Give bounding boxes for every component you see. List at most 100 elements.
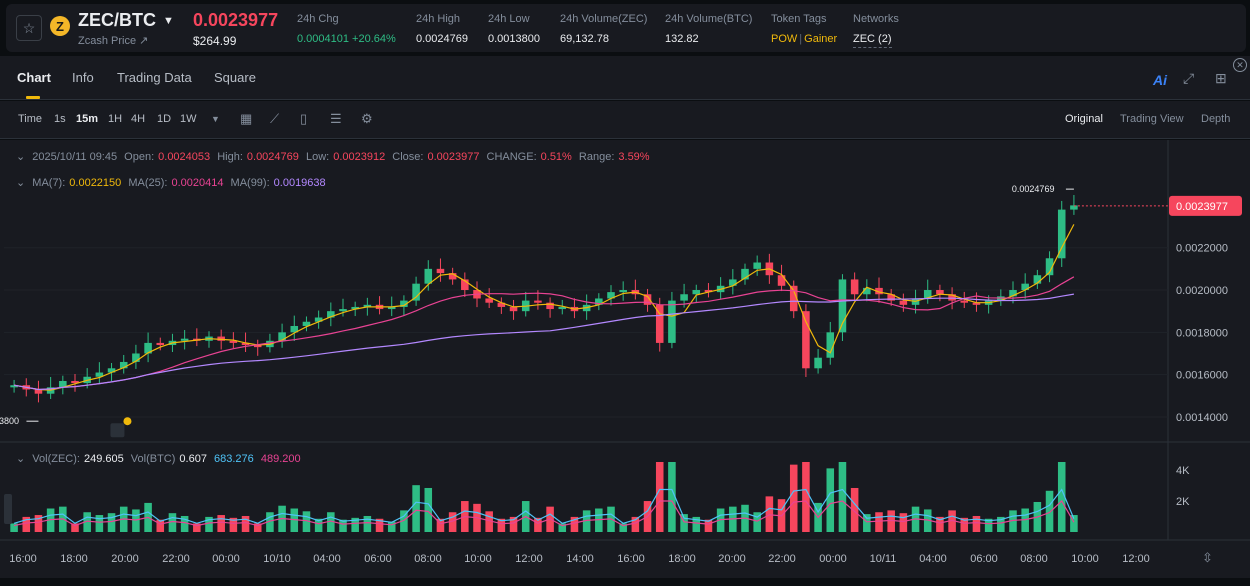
close-icon[interactable]: ✕ <box>1233 58 1247 72</box>
tag-gainer[interactable]: Gainer <box>804 33 838 45</box>
volume-bar <box>1070 515 1078 532</box>
x-tick-label: 08:00 <box>414 553 442 565</box>
candlestick-chart[interactable]: 0.0022000 0.0020000 0.0018000 0.0016000 0.00… <box>0 140 1250 578</box>
chart-area[interactable]: 0.0022000 0.0020000 0.0018000 0.0016000 0.00… <box>0 140 1250 578</box>
candle-body <box>351 306 359 310</box>
candle-body <box>972 302 981 305</box>
ma7-line <box>13 224 1075 391</box>
candle-body <box>887 294 895 301</box>
x-tick-label: 22:00 <box>768 553 796 565</box>
collapse-icon[interactable]: ⌄ <box>16 151 26 163</box>
volume-bar <box>95 515 104 532</box>
pair-symbol[interactable]: ZEC/BTC <box>78 10 156 30</box>
timeframe-time[interactable]: Time <box>18 113 43 125</box>
timeframe-1d[interactable]: 1D <box>157 113 172 125</box>
volume-bar <box>789 464 798 532</box>
star-icon[interactable]: ☆ <box>16 15 42 41</box>
volume-bar <box>1021 508 1029 532</box>
volume-bar <box>302 511 311 532</box>
x-tick-label: 16:00 <box>9 553 37 565</box>
candle-body <box>180 338 189 341</box>
calendar-icon[interactable]: ▦ <box>240 111 253 126</box>
y-tick-label: 0.0018000 <box>1176 327 1228 339</box>
indicator-chart-icon[interactable]: ⟋ <box>270 111 280 126</box>
collapse-icon[interactable]: ⌄ <box>16 453 26 465</box>
candle-body <box>1057 209 1066 259</box>
candle-body <box>729 279 737 286</box>
candle-body <box>680 294 688 301</box>
candle-body <box>875 287 883 295</box>
volume-bar <box>400 510 408 532</box>
volume-bar <box>387 521 396 532</box>
settings-list-icon[interactable]: ☰ <box>330 111 342 126</box>
volume-bar <box>582 510 591 532</box>
ticker-header: ☆ Z ZEC/BTC ▼ Zcash Price ↗ 0.0023977 $2… <box>6 4 1246 52</box>
candle-body <box>655 304 664 343</box>
volume-legend: ⌄ Vol(ZEC): 249.605 Vol(BTC) 0.607 683.276… <box>16 453 301 465</box>
candle-body <box>509 306 518 312</box>
candle-body <box>400 300 408 307</box>
candle-body <box>814 357 822 369</box>
candle-body <box>461 279 469 291</box>
candle-body <box>229 340 238 343</box>
x-tick-label: 12:00 <box>515 553 543 565</box>
volume-bar <box>132 509 140 532</box>
candle-body <box>156 342 165 346</box>
volume-bar <box>375 518 384 532</box>
chart-toolbar: Time 1s 15m 1H 4H 1D 1W ▼ ▦ ⟋ ▯ ☰ ⚙ Orig… <box>0 101 1250 139</box>
low-marker-label: 0.0013800 <box>0 416 19 426</box>
volume-bar <box>448 512 457 532</box>
timeframe-dropdown-icon[interactable]: ▼ <box>211 114 220 124</box>
volume-bar <box>290 508 299 532</box>
candle-body <box>668 300 676 343</box>
high-marker-label: 0.0024769 <box>1012 184 1055 194</box>
volume-bar <box>1057 462 1066 532</box>
expand-icon[interactable]: ⤢ <box>1183 70 1195 86</box>
coin-price-link[interactable]: Zcash Price ↗ <box>78 35 149 47</box>
tab-chart[interactable]: Chart <box>17 70 51 85</box>
x-tick-label: 10:00 <box>1071 553 1099 565</box>
candle-body <box>1009 290 1017 297</box>
view-original[interactable]: Original <box>1065 113 1103 125</box>
volume-bar <box>850 487 859 532</box>
volume-bar <box>34 515 43 532</box>
candle-body <box>595 298 603 305</box>
x-tick-label: 00:00 <box>212 553 240 565</box>
gear-icon[interactable]: ⚙ <box>361 111 373 126</box>
candle-body <box>1033 275 1042 284</box>
timeframe-4h[interactable]: 4H <box>131 113 146 125</box>
view-depth[interactable]: Depth <box>1201 113 1231 125</box>
timeframe-1w[interactable]: 1W <box>180 113 197 125</box>
volume-bar <box>923 509 932 532</box>
x-tick-label: 04:00 <box>919 553 947 565</box>
tab-info[interactable]: Info <box>72 70 94 85</box>
volume-bar <box>241 515 250 532</box>
tab-square[interactable]: Square <box>214 70 256 85</box>
x-tick-label: 10/11 <box>870 553 897 565</box>
timeframe-1h[interactable]: 1H <box>108 113 123 125</box>
networks[interactable]: Networks ZEC (2) <box>853 13 899 48</box>
candle-body <box>607 292 615 299</box>
collapse-icon[interactable]: ⌄ <box>16 177 26 189</box>
volume-bar <box>266 512 274 532</box>
volume-bar <box>22 516 31 532</box>
layout-grid-icon[interactable]: ⊞ <box>1215 70 1227 86</box>
volume-bar <box>168 513 177 532</box>
tag-pow[interactable]: POW <box>771 33 798 45</box>
view-trading-view[interactable]: Trading View <box>1120 113 1184 125</box>
candle-body <box>692 290 701 295</box>
candle-body <box>777 275 786 286</box>
x-tick-label: 10/10 <box>263 553 291 565</box>
left-scroll-handle <box>4 494 12 524</box>
timeframe-1s[interactable]: 1s <box>54 113 66 125</box>
ai-button[interactable]: Ai <box>1153 72 1167 88</box>
tab-trading-data[interactable]: Trading Data <box>117 70 192 85</box>
candle-type-icon[interactable]: ▯ <box>300 111 308 126</box>
candle-body <box>448 273 457 280</box>
volume-bar <box>46 508 55 532</box>
caret-down-icon[interactable]: ▼ <box>163 15 174 27</box>
stat-24h-high: 24h High 0.0024769 <box>416 13 468 45</box>
timeframe-15m[interactable]: 15m <box>76 113 99 125</box>
volume-bar <box>802 462 810 532</box>
volume-bar <box>997 516 1005 532</box>
